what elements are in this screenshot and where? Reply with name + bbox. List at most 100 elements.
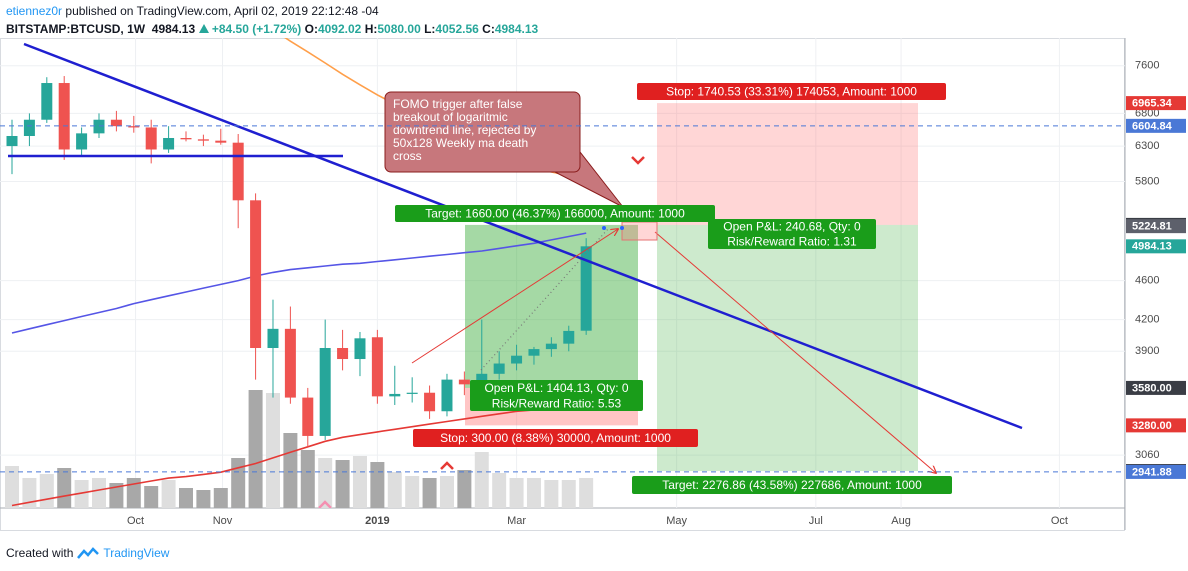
candle-body xyxy=(58,83,70,150)
target-label-box xyxy=(632,476,952,494)
stop-label: Stop: 1740.53 (33.31%) 174053, Amount: 1… xyxy=(666,85,917,99)
candle-body xyxy=(441,379,453,412)
change: +84.50 (+1.72%) xyxy=(211,22,302,36)
price-label: 6965.34 xyxy=(1132,98,1173,110)
volume-bar xyxy=(161,480,176,508)
ohlc-open-label: O: xyxy=(304,22,318,36)
arrow xyxy=(654,231,936,473)
volume-bar xyxy=(74,480,89,508)
volume-bar xyxy=(526,478,541,508)
price-label-box xyxy=(1126,118,1186,133)
x-tick-label: Mar xyxy=(507,515,526,527)
volume-bar xyxy=(283,433,298,508)
candle-body xyxy=(458,379,470,385)
volume-bar xyxy=(318,458,333,508)
y-tick-label: 5800 xyxy=(1135,175,1159,187)
arrow xyxy=(411,229,618,364)
ohlc-high: 5080.00 xyxy=(377,22,421,36)
price-label-box xyxy=(1126,219,1186,234)
volume-bar xyxy=(57,468,72,508)
price-label: 3280.00 xyxy=(1132,420,1172,432)
volume-bar xyxy=(178,488,193,508)
candle-body xyxy=(563,330,575,344)
volume-bar xyxy=(492,473,507,508)
stop-label-box xyxy=(637,83,946,100)
volume-bar xyxy=(248,390,263,508)
callout-line: breakout of logaritmic xyxy=(393,110,508,124)
y-tick-label: 6800 xyxy=(1135,107,1159,119)
volume-bar xyxy=(265,393,280,508)
price-label-box xyxy=(1126,96,1186,111)
candle-body xyxy=(145,127,157,150)
candle-body xyxy=(250,200,262,349)
grid xyxy=(0,38,1125,508)
x-tick-label: 2019 xyxy=(365,515,389,527)
target-label: Target: 1660.00 (46.37%) 166000, Amount:… xyxy=(425,207,685,221)
candle-body xyxy=(493,363,505,374)
candle-body xyxy=(93,119,105,134)
volume-bar xyxy=(144,486,159,508)
moving-average xyxy=(11,404,587,507)
price-label: 2941.88 xyxy=(1132,466,1172,478)
logo xyxy=(77,547,100,559)
symbol-line: BITSTAMP:BTCUSD, 1W 4984.13 +84.50 (+1.7… xyxy=(6,22,538,36)
candle-body xyxy=(23,119,35,136)
created-with: Created with xyxy=(6,546,74,560)
y-tick-label: 7600 xyxy=(1135,60,1159,72)
volume-bar xyxy=(387,472,402,508)
candle-body xyxy=(354,338,366,360)
pnl-label: Open P&L: 1404.13, Qty: 0 xyxy=(484,381,628,395)
target-label-box xyxy=(395,205,715,222)
price-label: 5224.81 xyxy=(1132,221,1172,233)
y-tick-label: 3900 xyxy=(1135,345,1159,357)
y-tick-label: 4600 xyxy=(1135,275,1159,287)
x-tick-label: Jul xyxy=(809,515,823,527)
candle-body xyxy=(371,337,383,397)
callout-line: 50x128 Weekly ma death xyxy=(393,136,528,150)
trend-line xyxy=(23,42,1023,430)
volume-bar xyxy=(39,474,54,508)
candle-body xyxy=(545,343,557,350)
volume-bar xyxy=(439,476,454,508)
callout-line: FOMO trigger after false xyxy=(393,97,523,111)
up-chevron xyxy=(318,500,332,508)
x-tick-label: Oct xyxy=(1051,515,1068,527)
candle-body xyxy=(110,119,122,127)
candle-body xyxy=(128,126,140,128)
candle-body xyxy=(511,355,523,364)
volume-bar xyxy=(109,483,124,508)
candles xyxy=(6,76,592,447)
up-chevron xyxy=(440,461,454,470)
y-tick-label: 6300 xyxy=(1135,140,1159,152)
last-price: 4984.13 xyxy=(151,22,196,36)
symbol: BITSTAMP:BTCUSD, 1W xyxy=(6,22,146,36)
pnl-label-box xyxy=(708,219,876,249)
volume-bar xyxy=(196,490,211,508)
loss-zone xyxy=(657,103,918,225)
candle-body xyxy=(197,139,209,141)
volume-bar xyxy=(22,478,37,508)
candle-body xyxy=(337,348,349,360)
volume-bar xyxy=(352,456,367,508)
volume-bar xyxy=(300,450,315,508)
candle-body xyxy=(163,137,175,150)
up-triangle xyxy=(198,24,209,33)
candle-body xyxy=(528,349,540,356)
brand[interactable]: TradingView xyxy=(103,546,170,560)
pnl-label: Risk/Reward Ratio: 5.53 xyxy=(492,396,622,410)
price-label-box xyxy=(1126,380,1186,395)
author[interactable]: etiennez0r xyxy=(6,4,63,18)
ohlc-close-label: C: xyxy=(482,22,495,36)
volume-bar xyxy=(544,480,559,508)
candle-body xyxy=(319,348,331,436)
candle-body xyxy=(180,137,192,140)
x-tick-label: Oct xyxy=(127,515,144,527)
volume-bar xyxy=(579,478,594,508)
volume-bar xyxy=(422,478,437,508)
volume-bar xyxy=(213,488,228,508)
candle-body xyxy=(302,397,314,436)
point xyxy=(602,226,606,230)
candle-body xyxy=(215,140,227,143)
